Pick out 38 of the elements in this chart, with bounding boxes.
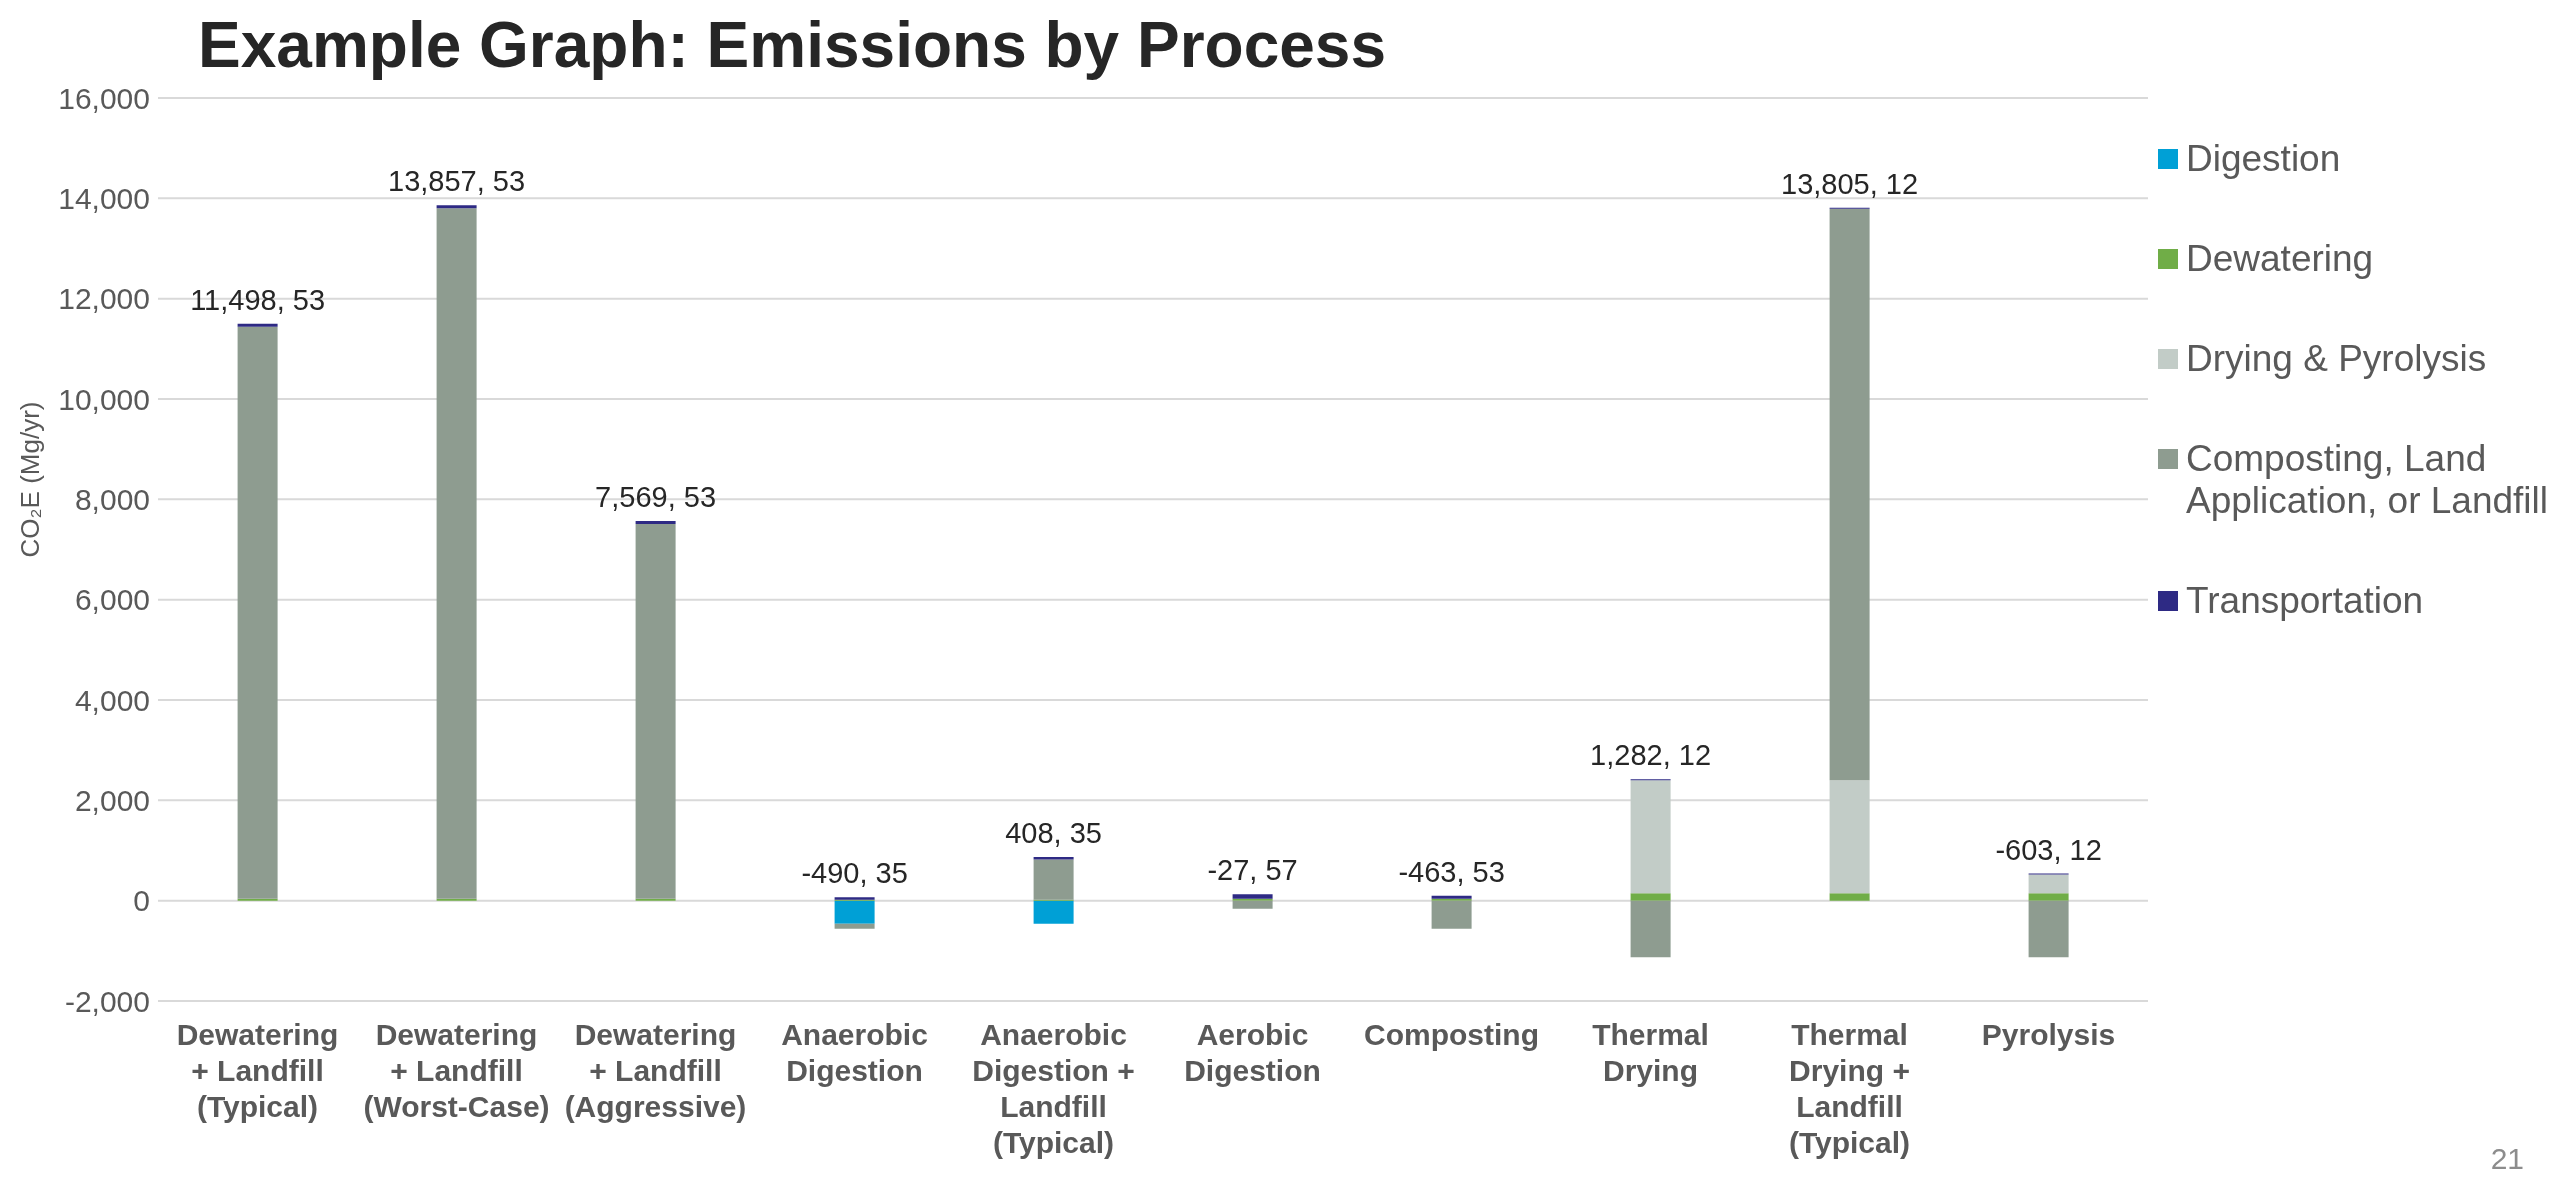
y-tick-label: 12,000 xyxy=(58,282,150,316)
total-label: 7,569, 53 xyxy=(595,480,717,513)
y-tick-label: 0 xyxy=(133,884,150,918)
total-label: -490, 35 xyxy=(801,857,908,890)
text: 21 xyxy=(2490,1142,2524,1176)
x-tick-label: Anaerobic Digestion + Landfill (Typical) xyxy=(972,1018,1135,1159)
total-label: 1,282, 12 xyxy=(1590,739,1712,772)
x-tick-label: Pyrolysis xyxy=(1981,1018,2116,1051)
y-axis-title: CO₂E (Mg/yr) xyxy=(15,401,46,558)
legend-label: Transportation xyxy=(2186,580,2424,622)
total-label: 11,498, 53 xyxy=(190,283,326,316)
total-label: -27, 57 xyxy=(1207,854,1298,887)
total-label: 408, 35 xyxy=(1005,817,1102,850)
x-tick-label: Composting xyxy=(1364,1018,1539,1051)
x-tick-label: Dewatering + Landfill (Worst-Case) xyxy=(363,1018,550,1123)
x-tick-label: Thermal Drying + Landfill (Typical) xyxy=(1788,1018,1911,1159)
x-tick-label: Anaerobic Digestion xyxy=(781,1018,928,1087)
y-tick-label: 2,000 xyxy=(74,783,150,817)
y-tick-label: 8,000 xyxy=(74,482,150,516)
total-label: -463, 53 xyxy=(1398,855,1505,888)
x-tick-label: Aerobic Digestion xyxy=(1184,1018,1321,1087)
total-label: -603, 12 xyxy=(1995,833,2102,866)
y-tick-label: 10,000 xyxy=(58,382,150,416)
y-tick-label: 16,000 xyxy=(58,81,150,115)
legend-label: Dewatering xyxy=(2186,238,2374,280)
x-tick-label: Dewatering + Landfill (Aggressive) xyxy=(564,1018,747,1123)
y-tick-label: 6,000 xyxy=(74,583,150,617)
legend-label: Digestion xyxy=(2186,138,2341,180)
total-label: 13,805, 12 xyxy=(1781,167,1919,200)
y-tick-label: 14,000 xyxy=(58,181,150,215)
legend-label: Drying & Pyrolysis xyxy=(2186,338,2487,380)
y-tick-label: 4,000 xyxy=(74,683,150,717)
legend-label: Composting, Land Application, or Landfill xyxy=(2186,438,2548,522)
y-tick-label: -2,000 xyxy=(64,984,150,1018)
x-tick-label: Dewatering + Landfill (Typical) xyxy=(176,1018,339,1123)
total-label: 13,857, 53 xyxy=(388,165,526,198)
chart-title: Example Graph: Emissions by Process xyxy=(198,8,1387,82)
x-tick-label: Thermal Drying xyxy=(1592,1018,1709,1087)
